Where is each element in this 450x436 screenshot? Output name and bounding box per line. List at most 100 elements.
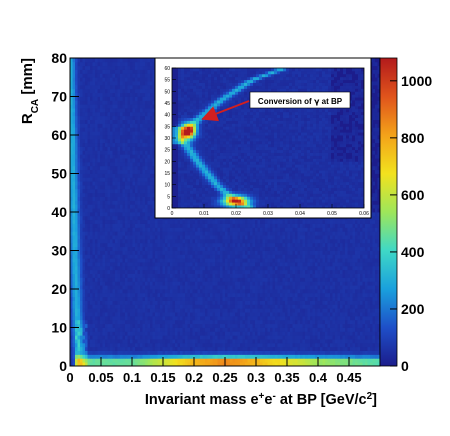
heatmap-cell <box>172 238 176 244</box>
heatmap-cell <box>300 331 303 336</box>
heatmap-cell <box>222 285 226 290</box>
heatmap-cell <box>77 358 81 363</box>
heatmap-cell <box>235 308 238 313</box>
heatmap-cell <box>200 342 203 348</box>
heatmap-cell <box>97 350 101 355</box>
heatmap-cell <box>220 250 223 255</box>
heatmap-cell <box>330 319 333 325</box>
heatmap-cell <box>207 319 211 325</box>
heatmap-cell <box>312 342 316 348</box>
heatmap-cell <box>290 281 293 286</box>
heatmap-cell <box>107 308 111 313</box>
heatmap-cell <box>82 327 86 332</box>
heatmap-cell <box>287 223 291 228</box>
heatmap-cell <box>357 319 361 325</box>
heatmap-cell <box>295 258 298 263</box>
heatmap-cell <box>97 358 101 363</box>
heatmap-cell <box>92 319 96 325</box>
heatmap-cell <box>222 246 226 251</box>
heatmap-cell <box>112 289 116 294</box>
heatmap-cell <box>372 227 376 232</box>
heatmap-cell <box>207 281 211 286</box>
heatmap-cell <box>247 300 251 305</box>
heatmap-cell <box>212 235 216 240</box>
heatmap-cell <box>127 323 131 328</box>
heatmap-cell <box>170 319 173 325</box>
heatmap-cell <box>255 296 258 301</box>
heatmap-cell <box>85 342 88 348</box>
heatmap-cell <box>352 219 356 224</box>
heatmap-cell <box>245 246 248 251</box>
heatmap-cell <box>85 258 88 263</box>
heatmap-cell <box>242 238 246 244</box>
heatmap-cell <box>160 273 163 278</box>
heatmap-cell <box>355 250 358 255</box>
heatmap-cell <box>137 289 141 294</box>
heatmap-cell <box>277 354 281 359</box>
heatmap-cell <box>312 339 316 344</box>
heatmap-cell <box>112 242 116 248</box>
heatmap-cell <box>142 331 146 336</box>
heatmap-cell <box>327 250 331 255</box>
heatmap-cell <box>242 265 246 271</box>
heatmap-cell <box>277 319 281 325</box>
heatmap-cell <box>80 231 83 236</box>
heatmap-cell <box>202 319 206 325</box>
heatmap-cell <box>70 262 73 267</box>
heatmap-cell <box>152 238 156 244</box>
heatmap-cell <box>97 269 101 274</box>
heatmap-cell <box>70 250 73 255</box>
heatmap-cell <box>355 262 358 267</box>
heatmap-cell <box>337 331 341 336</box>
heatmap-cell <box>375 273 378 278</box>
heatmap-cell <box>72 312 76 317</box>
heatmap-cell <box>105 246 108 251</box>
heatmap-cell <box>107 285 111 290</box>
heatmap-cell <box>327 312 331 317</box>
heatmap-cell <box>342 246 346 251</box>
heatmap-cell <box>307 258 311 263</box>
heatmap-cell <box>177 219 181 224</box>
heatmap-cell <box>222 273 226 278</box>
heatmap-cell <box>362 350 366 355</box>
heatmap-cell <box>177 346 181 351</box>
heatmap-cell <box>100 354 103 359</box>
heatmap-cell <box>192 315 196 321</box>
heatmap-cell <box>250 242 253 248</box>
heatmap-cell <box>107 219 111 224</box>
heatmap-cell <box>345 254 348 259</box>
heatmap-cell <box>310 362 313 366</box>
heatmap-cell <box>85 312 88 317</box>
heatmap-cell <box>357 265 361 271</box>
heatmap-cell <box>297 331 301 336</box>
heatmap-cell <box>352 231 356 236</box>
heatmap-cell <box>167 238 171 244</box>
heatmap-cell <box>217 304 221 309</box>
heatmap-cell <box>227 350 231 355</box>
heatmap-cell <box>122 208 126 213</box>
heatmap-cell <box>322 235 326 240</box>
heatmap-cell <box>295 308 298 313</box>
heatmap-cell <box>277 292 281 298</box>
heatmap-cell <box>125 262 128 267</box>
heatmap-cell <box>160 246 163 251</box>
heatmap-cell <box>335 323 338 328</box>
heatmap-cell <box>192 319 196 325</box>
heatmap-cell <box>85 219 88 224</box>
heatmap-cell <box>255 235 258 240</box>
heatmap-cell <box>217 350 221 355</box>
heatmap-cell <box>280 296 283 301</box>
heatmap-cell <box>347 300 351 305</box>
heatmap-cell <box>102 258 106 263</box>
heatmap-cell <box>370 227 373 232</box>
heatmap-cell <box>297 335 301 340</box>
heatmap-cell <box>72 250 76 255</box>
heatmap-cell <box>282 304 286 309</box>
heatmap-cell <box>312 254 316 259</box>
heatmap-cell <box>177 277 181 282</box>
heatmap-cell <box>155 312 158 317</box>
heatmap-cell <box>145 262 148 267</box>
heatmap-cell <box>337 335 341 340</box>
heatmap-cell <box>262 358 266 363</box>
heatmap-cell <box>107 281 111 286</box>
